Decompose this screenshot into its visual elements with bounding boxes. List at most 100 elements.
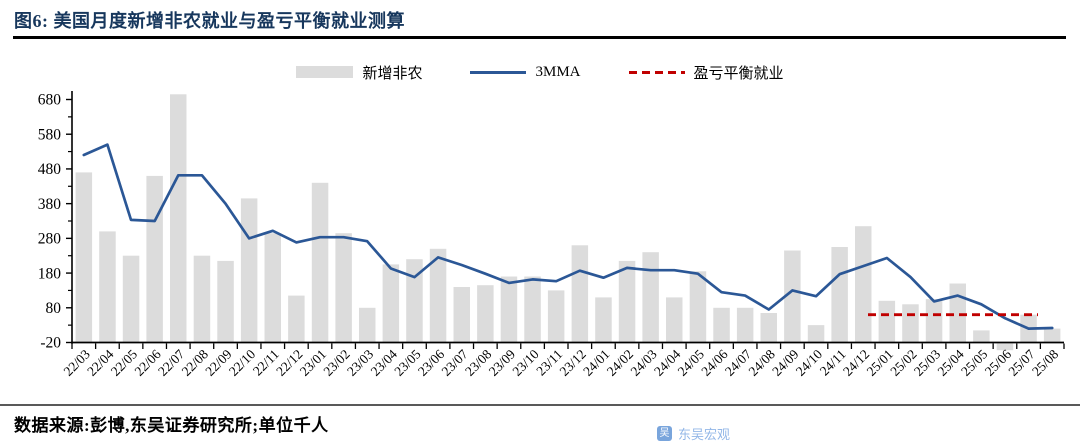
bar-23/09 <box>500 276 518 343</box>
x-tick-label-23/12: 23/12 <box>557 347 589 379</box>
y-tick-label: -20 <box>40 335 61 352</box>
x-tick-label-22/04: 22/04 <box>84 346 117 379</box>
bar-25/06 <box>996 343 1014 351</box>
x-tick-label-22/03: 22/03 <box>61 346 94 379</box>
x-tick-label-23/05: 23/05 <box>391 346 424 379</box>
bar-25/02 <box>902 304 919 343</box>
x-tick-label-24/07: 24/07 <box>722 346 755 379</box>
x-tick-label-23/03: 23/03 <box>344 346 377 379</box>
bar-23/10 <box>524 276 541 343</box>
bar-24/08 <box>760 313 777 343</box>
bar-25/04 <box>949 283 966 343</box>
x-tick-label-24/12: 24/12 <box>840 347 872 379</box>
legend-item-breakeven: 盈亏平衡就业 <box>628 62 784 83</box>
dashed-line-swatch-icon <box>628 70 685 74</box>
bar-22/11 <box>264 233 281 343</box>
x-tick-label-25/07: 25/07 <box>1005 346 1038 379</box>
x-tick-label-23/11: 23/11 <box>533 347 565 379</box>
x-tick-label-22/05: 22/05 <box>108 346 141 379</box>
bar-24/12 <box>855 226 872 343</box>
bar-23/04 <box>382 264 400 343</box>
x-tick-label-24/02: 24/02 <box>604 347 636 379</box>
y-tick-label: 680 <box>38 92 62 109</box>
bar-24/02 <box>618 260 636 343</box>
bar-23/05 <box>406 259 423 343</box>
x-tick-label-24/01: 24/01 <box>580 347 612 379</box>
watermark-text: 东吴宏观 <box>678 427 731 442</box>
legend-item-bars: 新增非农 <box>296 62 422 83</box>
bar-24/11 <box>831 247 848 343</box>
bar-swatch-icon <box>296 66 354 78</box>
bar-23/02 <box>335 233 352 343</box>
x-tick-label-22/09: 22/09 <box>202 346 235 379</box>
x-tick-label-22/06: 22/06 <box>131 346 164 379</box>
bar-24/06 <box>713 307 730 343</box>
y-tick-label: 80 <box>46 300 62 317</box>
footer-divider <box>0 404 1080 406</box>
y-axis-ticks: -20 80 180 280 380 480 580 680 <box>38 92 72 352</box>
bar-23/11 <box>547 290 565 343</box>
bar-22/05 <box>122 255 140 343</box>
x-axis-ticks: 22/0322/0422/0522/0622/0722/0822/0922/10… <box>61 343 1065 379</box>
bar-25/01 <box>878 300 896 343</box>
bar-22/03 <box>75 172 93 343</box>
x-tick-label-24/05: 24/05 <box>675 346 708 379</box>
bar-22/10 <box>240 198 258 343</box>
bar-25/03 <box>925 299 943 343</box>
y-tick-label: 480 <box>38 161 62 178</box>
x-tick-label-24/09: 24/09 <box>769 346 802 379</box>
x-tick-label-25/08: 25/08 <box>1029 346 1062 379</box>
x-tick-label-24/08: 24/08 <box>746 346 779 379</box>
legend-label: 盈亏平衡就业 <box>693 65 784 82</box>
x-tick-label-24/06: 24/06 <box>698 346 731 379</box>
bar-23/01 <box>311 182 329 343</box>
bar-24/07 <box>736 307 754 343</box>
x-tick-label-23/08: 23/08 <box>462 346 495 379</box>
bar-24/04 <box>666 297 683 343</box>
x-tick-label-24/11: 24/11 <box>817 347 849 379</box>
bar-23/08 <box>477 285 494 343</box>
x-tick-label-25/06: 25/06 <box>982 346 1015 379</box>
x-tick-label-24/03: 24/03 <box>627 346 660 379</box>
bars-series <box>75 94 1061 351</box>
bar-22/09 <box>217 260 234 343</box>
x-tick-label-22/07: 22/07 <box>155 346 188 379</box>
bar-24/09 <box>784 250 801 343</box>
legend-item-3mma: 3MMA <box>470 63 581 81</box>
bar-24/05 <box>689 271 707 343</box>
x-tick-label-23/07: 23/07 <box>438 346 471 379</box>
bar-24/03 <box>642 252 659 343</box>
x-tick-label-22/12: 22/12 <box>273 347 305 379</box>
legend-label: 3MMA <box>535 63 581 80</box>
y-tick-label: 580 <box>38 126 62 143</box>
x-tick-label-22/08: 22/08 <box>179 346 212 379</box>
x-tick-label-23/10: 23/10 <box>509 346 542 379</box>
x-tick-label-25/04: 25/04 <box>934 346 967 379</box>
data-source-note: 数据来源:彭博,东吴证券研究所;单位千人 <box>14 416 329 435</box>
y-tick-label: 380 <box>38 196 62 213</box>
x-tick-label-23/01: 23/01 <box>297 347 329 379</box>
x-tick-label-23/06: 23/06 <box>415 346 448 379</box>
bar-23/07 <box>453 287 470 343</box>
bar-23/06 <box>429 248 447 343</box>
bar-24/01 <box>595 297 612 343</box>
bar-25/05 <box>973 330 990 343</box>
line-swatch-icon <box>470 70 527 74</box>
x-tick-label-23/02: 23/02 <box>320 347 352 379</box>
x-tick-label-23/04: 23/04 <box>368 346 401 379</box>
line-3mma <box>82 143 1054 330</box>
watermark-logo-icon: 吴 <box>657 426 672 441</box>
watermark-badge: 吴 东吴宏观 <box>657 424 730 443</box>
chart-legend: 新增非农 3MMA 盈亏平衡就业 <box>0 62 1080 83</box>
bar-22/07 <box>170 94 187 343</box>
figure-title: 图6: 美国月度新增非农就业与盈亏平衡就业测算 <box>14 11 405 31</box>
bar-22/04 <box>99 231 116 343</box>
x-tick-label-22/11: 22/11 <box>250 347 282 379</box>
x-tick-label-22/10: 22/10 <box>226 346 259 379</box>
x-tick-label-23/09: 23/09 <box>486 346 519 379</box>
title-divider <box>13 36 1066 39</box>
x-tick-label-25/02: 25/02 <box>887 347 919 379</box>
y-tick-label: 280 <box>38 231 62 248</box>
